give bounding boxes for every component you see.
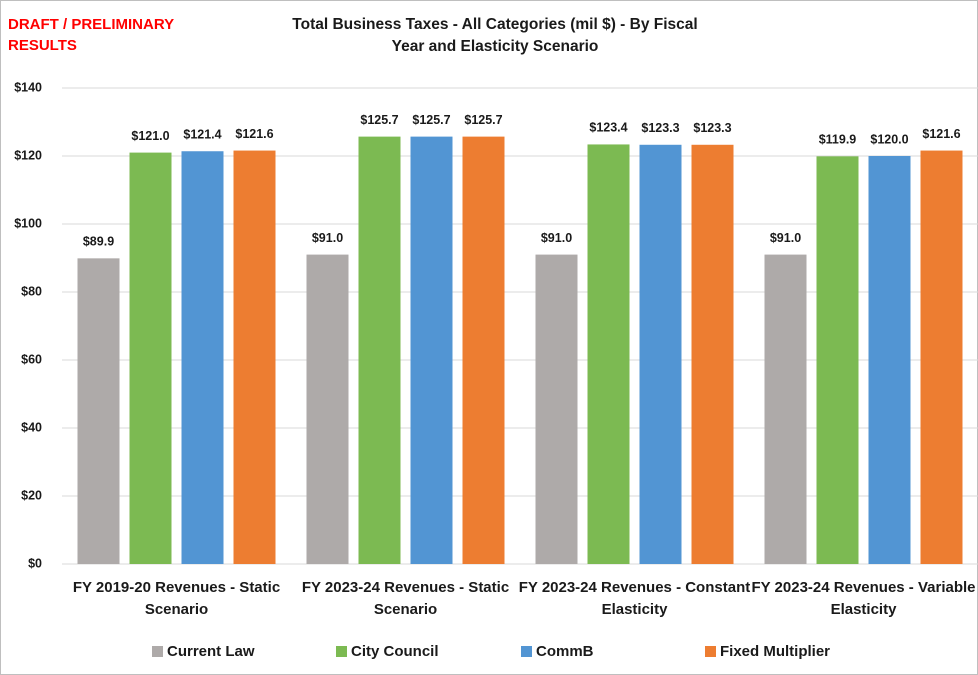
bar — [358, 136, 401, 564]
bar — [587, 144, 630, 564]
data-label: $125.7 — [412, 113, 450, 127]
data-label: $120.0 — [870, 132, 908, 146]
data-label: $125.7 — [360, 113, 398, 127]
data-label: $121.6 — [235, 127, 273, 141]
data-label: $123.4 — [589, 121, 627, 135]
bar — [462, 136, 505, 564]
bar — [816, 156, 859, 564]
bar — [920, 150, 963, 564]
data-label: $121.4 — [183, 128, 221, 142]
data-label: $121.6 — [922, 127, 960, 141]
bar — [410, 136, 453, 564]
x-tick-label: FY 2023-24 Revenues - Variable Elasticit… — [751, 579, 976, 618]
y-tick-label: $60 — [21, 352, 42, 366]
legend-swatch — [521, 646, 532, 657]
x-tick-label: FY 2019-20 Revenues - Static Scenario — [72, 579, 281, 618]
x-tick-label: FY 2023-24 Revenues - Constant Elasticit… — [518, 579, 751, 618]
bar — [77, 258, 120, 564]
legend-label: Current Law — [167, 643, 255, 660]
bar — [181, 151, 224, 565]
data-label: $119.9 — [819, 133, 857, 147]
y-tick-label: $40 — [21, 420, 42, 434]
data-label: $121.0 — [131, 129, 169, 143]
data-label: $91.0 — [770, 231, 801, 245]
bar — [639, 144, 682, 564]
data-label: $123.3 — [693, 121, 731, 135]
y-tick-label: $100 — [14, 216, 42, 230]
data-label: $125.7 — [464, 113, 502, 127]
y-tick-label: $20 — [21, 488, 42, 502]
legend-label: CommB — [536, 643, 594, 660]
bar — [233, 150, 276, 564]
bar — [129, 152, 172, 564]
legend-swatch — [336, 646, 347, 657]
data-label: $89.9 — [83, 235, 114, 249]
bar — [535, 254, 578, 564]
data-label: $91.0 — [312, 231, 343, 245]
bar — [306, 254, 349, 564]
annotation: DRAFT / PRELIMINARY RESULTS — [8, 16, 174, 54]
bar — [868, 156, 911, 564]
legend-swatch — [152, 646, 163, 657]
legend-swatch — [705, 646, 716, 657]
chart-title: Total Business Taxes - All Categories (m… — [292, 16, 698, 55]
y-tick-label: $140 — [14, 80, 42, 94]
y-tick-label: $0 — [28, 556, 42, 570]
x-tick-label: FY 2023-24 Revenues - Static Scenario — [301, 579, 510, 618]
data-label: $123.3 — [641, 121, 679, 135]
legend-label: City Council — [351, 643, 439, 660]
y-tick-label: $120 — [14, 148, 42, 162]
data-label: $91.0 — [541, 231, 572, 245]
y-tick-label: $80 — [21, 284, 42, 298]
legend-label: Fixed Multiplier — [720, 643, 830, 660]
bar — [764, 254, 807, 564]
bar — [691, 144, 734, 564]
